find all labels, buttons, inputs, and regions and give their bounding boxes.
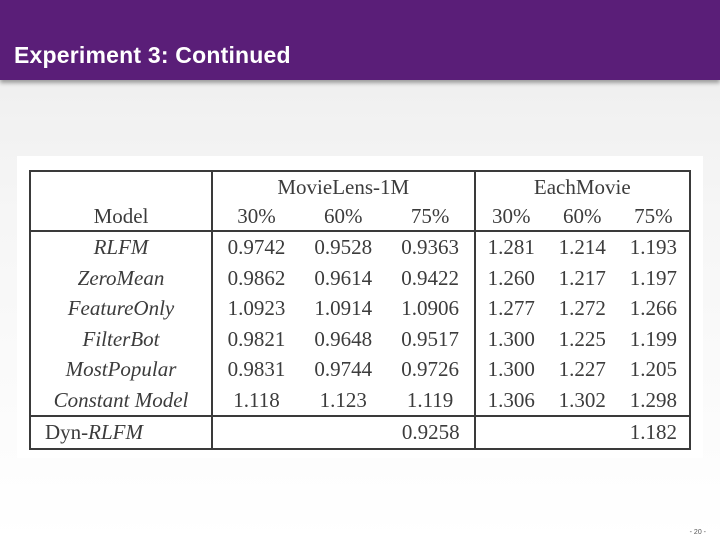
- cell: 0.9517: [386, 323, 476, 354]
- cell: 1.227: [558, 357, 606, 382]
- cell: 1.300: [487, 357, 535, 382]
- cell: 1.197: [629, 265, 677, 290]
- cell: 1.306: [487, 387, 535, 412]
- sub-header: 60%: [300, 201, 387, 232]
- cell: 0.9744: [314, 357, 373, 382]
- cell-dyn-movielens: 0.9258: [212, 415, 476, 449]
- sub-header: 60%: [546, 201, 618, 232]
- cell: 1.199: [629, 326, 677, 351]
- cell: 1.123: [319, 387, 367, 412]
- cell-dyn-eachmovie: 1.182: [474, 415, 690, 449]
- cell: 0.9862: [227, 265, 286, 290]
- title-bar: Experiment 3: Continued: [0, 0, 720, 80]
- sub-header: 30%: [474, 201, 547, 232]
- cell: 1.272: [558, 296, 606, 321]
- cell: 1.0906: [386, 293, 476, 324]
- table-row: FeatureOnly 1.0923 1.0914 1.0906 1.277 1…: [30, 293, 690, 324]
- table-row: FilterBot 0.9821 0.9648 0.9517 1.300 1.2…: [30, 323, 690, 354]
- group-header-movielens: MovieLens-1M: [212, 171, 476, 201]
- cell: 1.281: [487, 235, 535, 260]
- cell: 1.119: [386, 384, 476, 416]
- table-group-header-row: MovieLens-1M EachMovie: [30, 171, 690, 201]
- cell: 1.302: [558, 387, 606, 412]
- cell: 1.118: [233, 387, 280, 412]
- cell: 0.9831: [227, 357, 286, 382]
- cell: 1.214: [558, 235, 606, 260]
- table-row: Constant Model 1.118 1.123 1.119 1.306 1…: [30, 384, 690, 416]
- cell: 1.225: [558, 326, 606, 351]
- table-sub-header-row: Model 30% 60% 75% 30% 60% 75%: [30, 201, 690, 232]
- dyn-suffix: RLFM: [88, 420, 143, 445]
- row-model-name: FilterBot: [30, 323, 213, 354]
- group-header-eachmovie: EachMovie: [533, 174, 631, 199]
- cell: 0.9422: [386, 262, 476, 293]
- cell: 0.9821: [227, 326, 286, 351]
- row-model-name-dyn: Dyn-RLFM: [30, 415, 213, 449]
- row-model-name: ZeroMean: [30, 262, 213, 293]
- model-header-spacer: [30, 171, 213, 201]
- cell: 0.9742: [227, 235, 286, 260]
- dyn-eachmovie-value: 1.182: [629, 420, 677, 445]
- table-image: MovieLens-1M EachMovie Model 30% 60% 75%…: [17, 156, 703, 458]
- cell: 1.260: [487, 265, 535, 290]
- row-model-name: FeatureOnly: [30, 293, 213, 324]
- cell: 0.9363: [386, 231, 476, 263]
- cell: 0.9614: [314, 265, 373, 290]
- cell: 1.217: [558, 265, 606, 290]
- table-row: RLFM 0.9742 0.9528 0.9363 1.281 1.214 1.…: [30, 231, 690, 263]
- page-number: - 20 -: [689, 529, 706, 536]
- sub-header: 75%: [617, 201, 690, 232]
- cell: 0.9648: [314, 326, 373, 351]
- cell: 1.298: [629, 387, 677, 412]
- results-table: MovieLens-1M EachMovie Model 30% 60% 75%…: [29, 170, 691, 450]
- cell: 0.9528: [314, 235, 373, 260]
- cell: 1.266: [629, 296, 677, 321]
- cell: 1.193: [629, 235, 677, 260]
- cell: 1.0914: [314, 296, 373, 321]
- row-model-name: RLFM: [30, 231, 213, 263]
- model-header: Model: [30, 201, 213, 232]
- slide-title: Experiment 3: Continued: [14, 42, 291, 68]
- table-row: ZeroMean 0.9862 0.9614 0.9422 1.260 1.21…: [30, 262, 690, 293]
- sub-header: 30%: [212, 201, 301, 232]
- table-row: MostPopular 0.9831 0.9744 0.9726 1.300 1…: [30, 354, 690, 385]
- cell: 1.300: [487, 326, 535, 351]
- sub-header: 75%: [386, 201, 476, 232]
- cell: 1.0923: [227, 296, 286, 321]
- table-row-dyn: Dyn-RLFM 0.9258 1.182: [30, 415, 690, 449]
- cell: 1.205: [629, 357, 677, 382]
- dyn-prefix: Dyn-: [45, 420, 89, 445]
- row-model-name: MostPopular: [30, 354, 213, 385]
- row-model-name: Constant Model: [30, 384, 213, 416]
- cell: 0.9726: [386, 354, 476, 385]
- dyn-movielens-value: 0.9258: [401, 420, 460, 445]
- cell: 1.277: [487, 296, 535, 321]
